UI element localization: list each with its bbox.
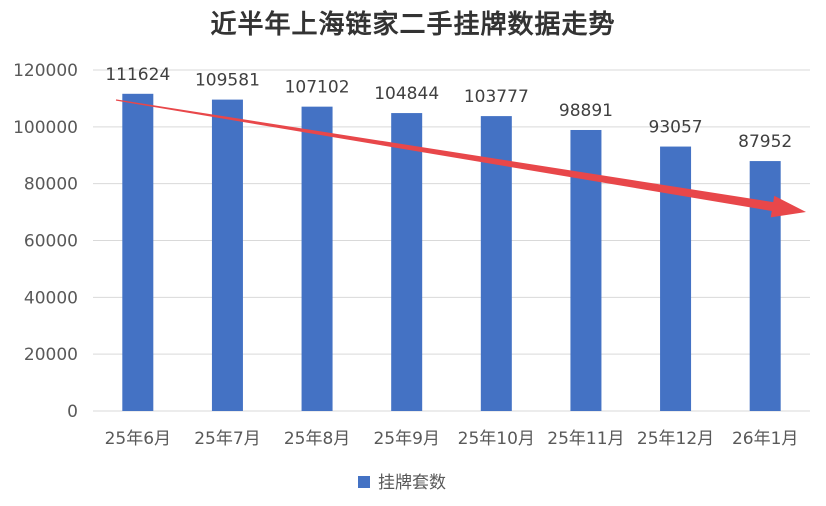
data-label: 98891 — [559, 101, 613, 121]
legend: 挂牌套数 — [358, 473, 446, 493]
x-tick-label: 25年11月 — [547, 429, 624, 449]
legend-swatch — [358, 476, 370, 488]
x-axis-ticks: 25年6月 25年7月 25年8月 25年9月 25年10月 25年11月 25年12月 26… — [105, 429, 799, 449]
x-tick-label: 25年10月 — [458, 429, 535, 449]
x-tick-label: 25年12月 — [637, 429, 714, 449]
y-tick-label: 0 — [67, 402, 78, 422]
data-label: 111624 — [105, 65, 170, 85]
trend-arrow — [115, 99, 806, 218]
chart-title: 近半年上海链家二手挂牌数据走势 — [210, 10, 616, 40]
y-tick-label: 60000 — [24, 232, 78, 252]
y-tick-label: 80000 — [24, 175, 78, 195]
x-tick-label: 25年6月 — [105, 429, 171, 449]
trend-arrow-shape — [115, 99, 806, 218]
y-axis-ticks: 0 20000 40000 60000 80000 100000 120000 — [13, 61, 78, 422]
y-tick-label: 20000 — [24, 345, 78, 365]
bar — [391, 113, 423, 411]
data-label: 107102 — [285, 78, 350, 98]
x-tick-label: 26年1月 — [732, 429, 798, 449]
y-tick-label: 100000 — [13, 118, 78, 138]
data-label: 103777 — [464, 87, 529, 107]
y-tick-label: 40000 — [24, 288, 78, 308]
bar — [301, 106, 333, 411]
y-tick-label: 120000 — [13, 61, 78, 81]
x-tick-label: 25年7月 — [194, 429, 260, 449]
bars — [122, 93, 781, 412]
data-label: 87952 — [738, 132, 792, 152]
data-labels: 111624 109581 107102 104844 103777 98891 93057… — [105, 65, 792, 152]
data-label: 109581 — [195, 71, 260, 91]
data-label: 104844 — [374, 84, 439, 104]
bar — [122, 93, 154, 411]
data-label: 93057 — [649, 118, 703, 138]
x-tick-label: 25年9月 — [373, 429, 439, 449]
bar — [211, 99, 243, 411]
legend-label: 挂牌套数 — [378, 473, 446, 493]
x-tick-label: 25年8月 — [284, 429, 350, 449]
